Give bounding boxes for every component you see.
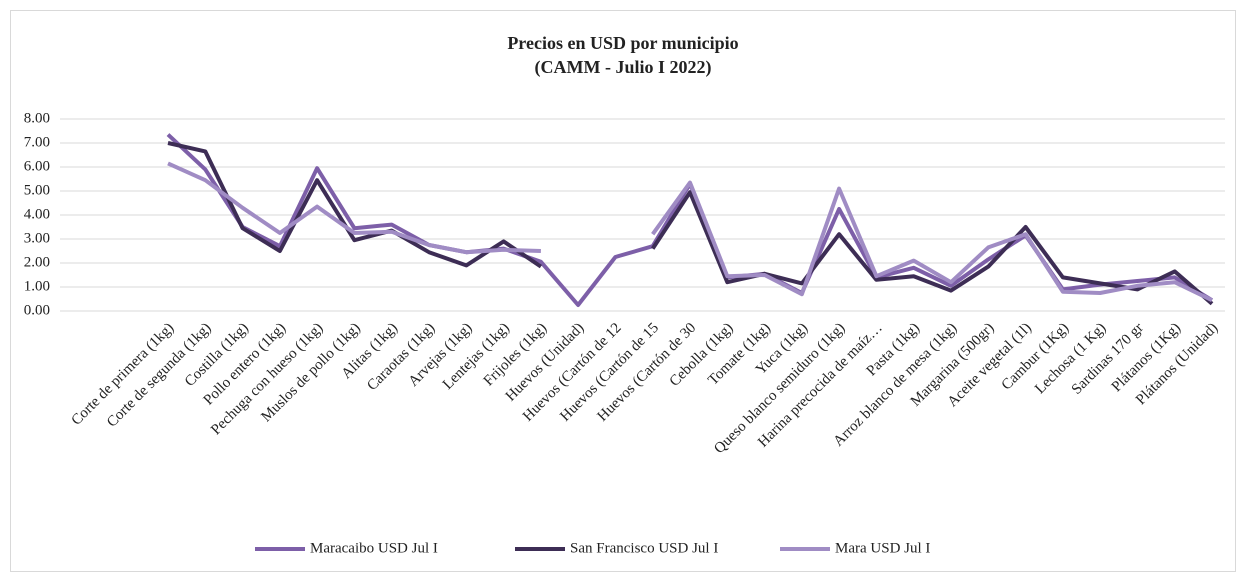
legend-label: San Francisco USD Jul I [570, 540, 718, 556]
chart-subtitle: (CAMM - Julio I 2022) [535, 57, 712, 78]
y-tick-label: 1.00 [24, 278, 50, 294]
y-tick-label: 3.00 [24, 230, 50, 246]
chart-title: Precios en USD por municipio [507, 33, 738, 53]
chart-frame [10, 10, 1236, 572]
y-tick-label: 8.00 [24, 110, 50, 126]
series-line [167, 141, 1214, 306]
y-tick-label: 0.00 [24, 302, 50, 318]
y-tick-label: 2.00 [24, 254, 50, 270]
legend-label: Maracaibo USD Jul I [310, 540, 438, 556]
legend-label: Mara USD Jul I [835, 540, 930, 556]
y-tick-label: 6.00 [24, 158, 50, 174]
series-line [167, 161, 1213, 303]
y-tick-label: 7.00 [24, 134, 50, 150]
y-tick-label: 4.00 [24, 206, 50, 222]
y-tick-label: 5.00 [24, 182, 50, 198]
